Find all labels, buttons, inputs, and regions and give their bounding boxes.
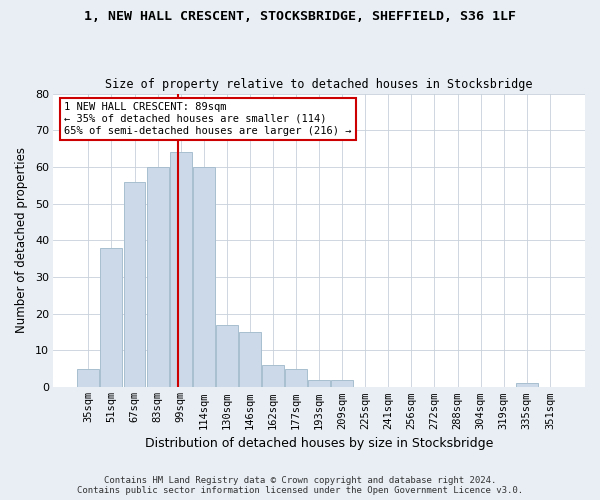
Bar: [262, 365, 284, 387]
Bar: [170, 152, 191, 387]
Bar: [239, 332, 261, 387]
Bar: [516, 384, 538, 387]
Bar: [100, 248, 122, 387]
Bar: [308, 380, 330, 387]
Text: 1, NEW HALL CRESCENT, STOCKSBRIDGE, SHEFFIELD, S36 1LF: 1, NEW HALL CRESCENT, STOCKSBRIDGE, SHEF…: [84, 10, 516, 23]
Bar: [146, 167, 169, 387]
Bar: [77, 368, 100, 387]
Bar: [285, 368, 307, 387]
Y-axis label: Number of detached properties: Number of detached properties: [15, 148, 28, 334]
Bar: [331, 380, 353, 387]
X-axis label: Distribution of detached houses by size in Stocksbridge: Distribution of detached houses by size …: [145, 437, 493, 450]
Bar: [193, 167, 215, 387]
Title: Size of property relative to detached houses in Stocksbridge: Size of property relative to detached ho…: [106, 78, 533, 91]
Bar: [216, 324, 238, 387]
Bar: [124, 182, 145, 387]
Text: Contains HM Land Registry data © Crown copyright and database right 2024.
Contai: Contains HM Land Registry data © Crown c…: [77, 476, 523, 495]
Text: 1 NEW HALL CRESCENT: 89sqm
← 35% of detached houses are smaller (114)
65% of sem: 1 NEW HALL CRESCENT: 89sqm ← 35% of deta…: [64, 102, 352, 136]
